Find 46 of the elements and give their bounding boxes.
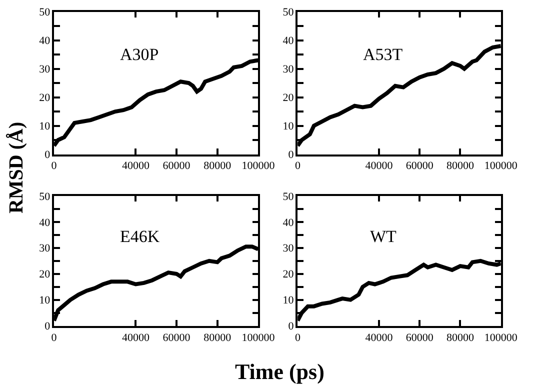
y-tick-label: 20 bbox=[282, 268, 294, 281]
x-tick-label: 80000 bbox=[446, 332, 474, 344]
y-tick-label: 10 bbox=[39, 294, 51, 307]
y-tick-label: 50 bbox=[39, 190, 51, 203]
y-tick-label: 10 bbox=[282, 120, 294, 133]
annotation: A30P bbox=[120, 45, 159, 64]
y-tick-label: 30 bbox=[39, 64, 51, 76]
x-tick-label: 40000 bbox=[365, 160, 394, 172]
y-tick-label: 40 bbox=[39, 35, 51, 48]
annotation: WT bbox=[370, 227, 398, 246]
y-tick-label: 20 bbox=[282, 92, 294, 104]
annotation: E46K bbox=[120, 227, 160, 246]
y-tick-label: 40 bbox=[39, 216, 51, 229]
y-tick-label: 30 bbox=[282, 242, 294, 255]
x-tick-label: 60000 bbox=[406, 160, 434, 172]
x-tick-label: 80000 bbox=[204, 332, 232, 344]
x-tick-label: 100000 bbox=[242, 160, 276, 172]
y-axis-title: RMSD (Å) bbox=[5, 122, 28, 214]
annotation: A53T bbox=[363, 45, 404, 64]
x-tick-label: 40000 bbox=[122, 332, 150, 344]
x-tick-label: 60000 bbox=[162, 332, 191, 344]
y-tick-label: 40 bbox=[282, 216, 294, 229]
x-tick-label: 80000 bbox=[446, 160, 474, 172]
x-tick-label: 100000 bbox=[242, 332, 276, 344]
y-tick-label: 50 bbox=[282, 6, 294, 19]
x-tick-label: 80000 bbox=[204, 160, 232, 172]
y-tick-label: 20 bbox=[39, 92, 51, 104]
x-tick-label: 100000 bbox=[484, 332, 518, 344]
y-tick-label: 10 bbox=[39, 120, 51, 133]
y-tick-label: 0 bbox=[44, 149, 51, 162]
x-tick-label: 60000 bbox=[162, 160, 191, 172]
x-tick-label: 100000 bbox=[484, 160, 518, 172]
x-tick-label: 60000 bbox=[406, 332, 434, 344]
y-tick-label: 50 bbox=[282, 190, 294, 203]
y-tick-label: 0 bbox=[44, 320, 51, 333]
x-tick-label: 40000 bbox=[122, 160, 150, 172]
x-axis-title: Time (ps) bbox=[235, 359, 324, 384]
x-tick-label: 40000 bbox=[365, 332, 394, 344]
y-tick-label: 40 bbox=[282, 35, 294, 48]
y-tick-label: 30 bbox=[282, 64, 294, 76]
y-tick-label: 10 bbox=[282, 294, 294, 307]
y-tick-label: 30 bbox=[39, 242, 51, 255]
y-tick-label: 50 bbox=[39, 6, 51, 19]
y-tick-label: 0 bbox=[288, 149, 294, 162]
y-tick-label: 0 bbox=[288, 320, 294, 333]
y-tick-label: 20 bbox=[39, 268, 51, 281]
